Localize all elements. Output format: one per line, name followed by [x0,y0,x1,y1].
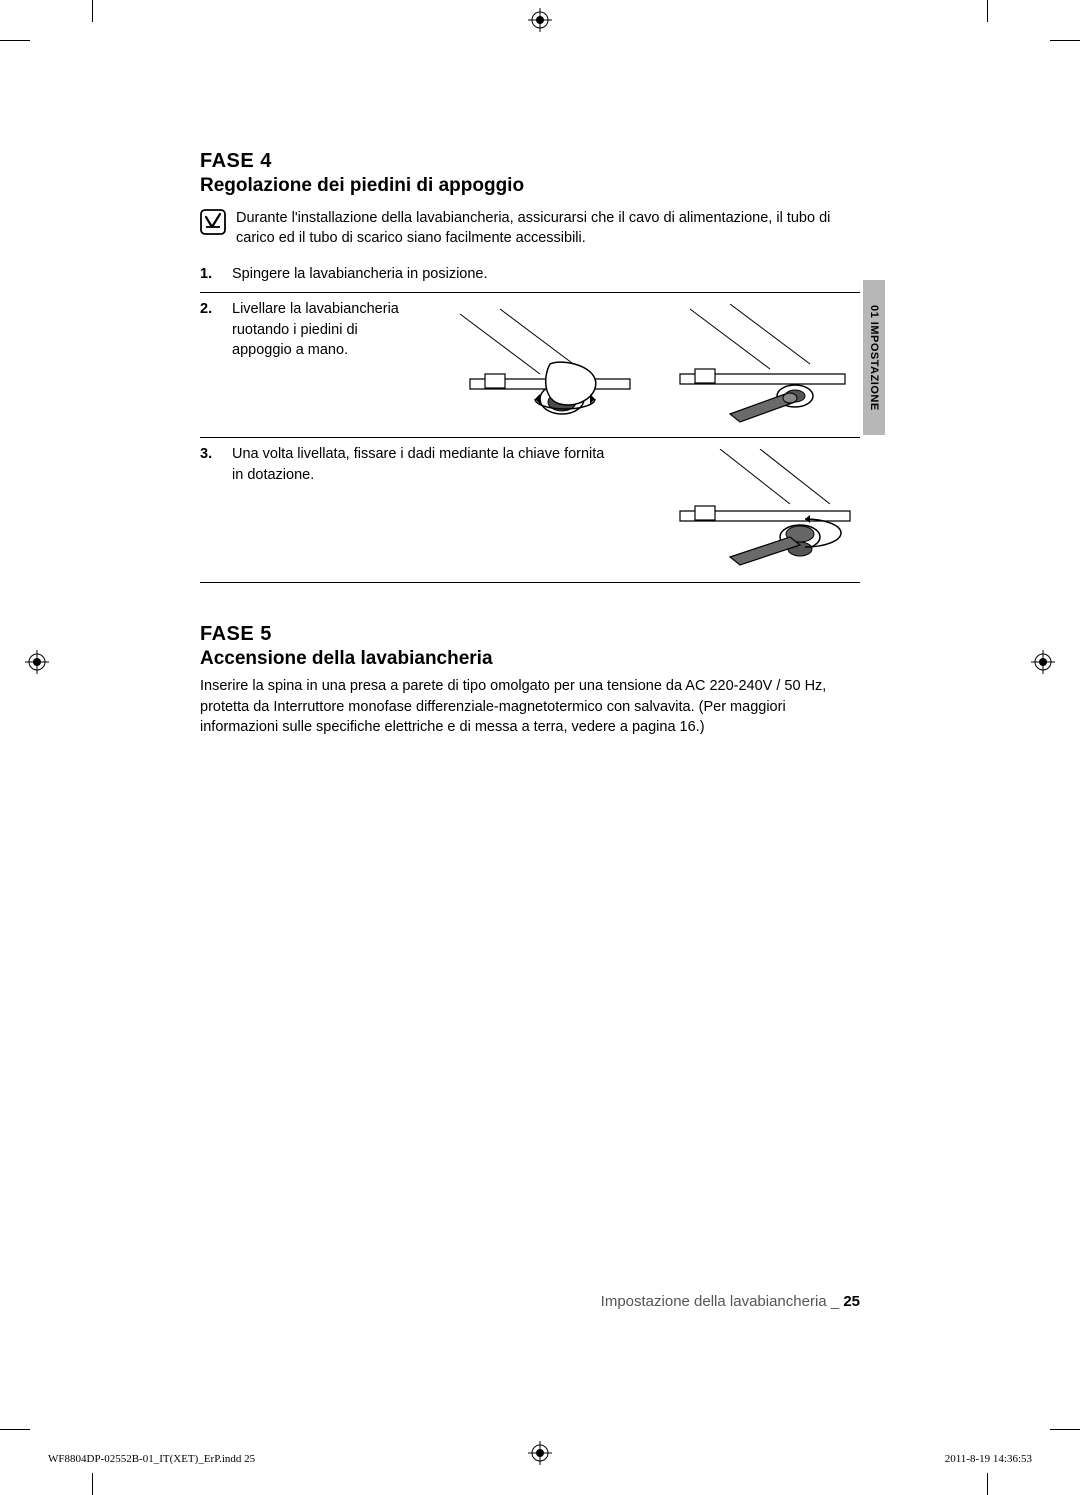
step-number: 2. [200,299,218,319]
crop-mark [987,0,988,22]
crop-mark [1050,1429,1080,1430]
step-1: 1. Spingere la lavabiancheria in posizio… [200,258,860,293]
note-text: Durante l'installazione della lavabianch… [236,209,860,248]
fase5-section: FASE 5 Accensione della lavabiancheria I… [200,623,860,737]
section-tab-label: 01 IMPOSTAZIONE [868,305,880,411]
registration-mark-icon [25,650,49,674]
note-icon [200,209,226,235]
page-number: 25 [843,1293,860,1310]
page-content: FASE 4 Regolazione dei piedini di appogg… [200,150,860,737]
crop-mark [1050,40,1080,41]
figure-adjust-foot-wrench-icon [660,304,860,424]
fase4-heading: FASE 4 [200,150,860,173]
fase5-heading: FASE 5 [200,623,860,646]
figure-adjust-foot-hand-icon [450,304,650,424]
page-footer: Impostazione della lavabiancheria _ 25 [601,1293,860,1310]
step-text: Una volta livellata, fissare i dadi medi… [232,444,612,485]
step-text: Livellare la lavabiancheria ruotando i p… [232,299,412,360]
step-3: 3. Una volta livellata, fissare i dadi m… [200,438,860,583]
print-footer-left: WF8804DP-02552B-01_IT(XET)_ErP.indd 25 [48,1453,255,1465]
step-number: 3. [200,444,218,464]
figure-group [626,444,860,574]
crop-mark [92,0,93,22]
registration-mark-icon [528,8,552,32]
step-number: 1. [200,264,218,284]
fase5-subheading: Accensione della lavabiancheria [200,648,860,670]
figure-group [426,299,860,429]
fase4-subheading: Regolazione dei piedini di appoggio [200,175,860,197]
note-block: Durante l'installazione della lavabianch… [200,209,860,248]
print-footer-right: 2011-8-19 14:36:53 [945,1453,1032,1465]
crop-mark [987,1473,988,1495]
registration-mark-icon [528,1441,552,1465]
fase5-body: Inserire la spina in una presa a parete … [200,676,860,737]
footer-text: Impostazione della lavabiancheria _ [601,1293,844,1310]
registration-mark-icon [1031,650,1055,674]
step-text: Spingere la lavabiancheria in posizione. [232,264,860,284]
step-2: 2. Livellare la lavabiancheria ruotando … [200,293,860,438]
section-tab: 01 IMPOSTAZIONE [863,280,885,435]
crop-mark [0,40,30,41]
crop-mark [0,1429,30,1430]
figure-lock-nut-wrench-icon [660,449,860,569]
crop-mark [92,1473,93,1495]
